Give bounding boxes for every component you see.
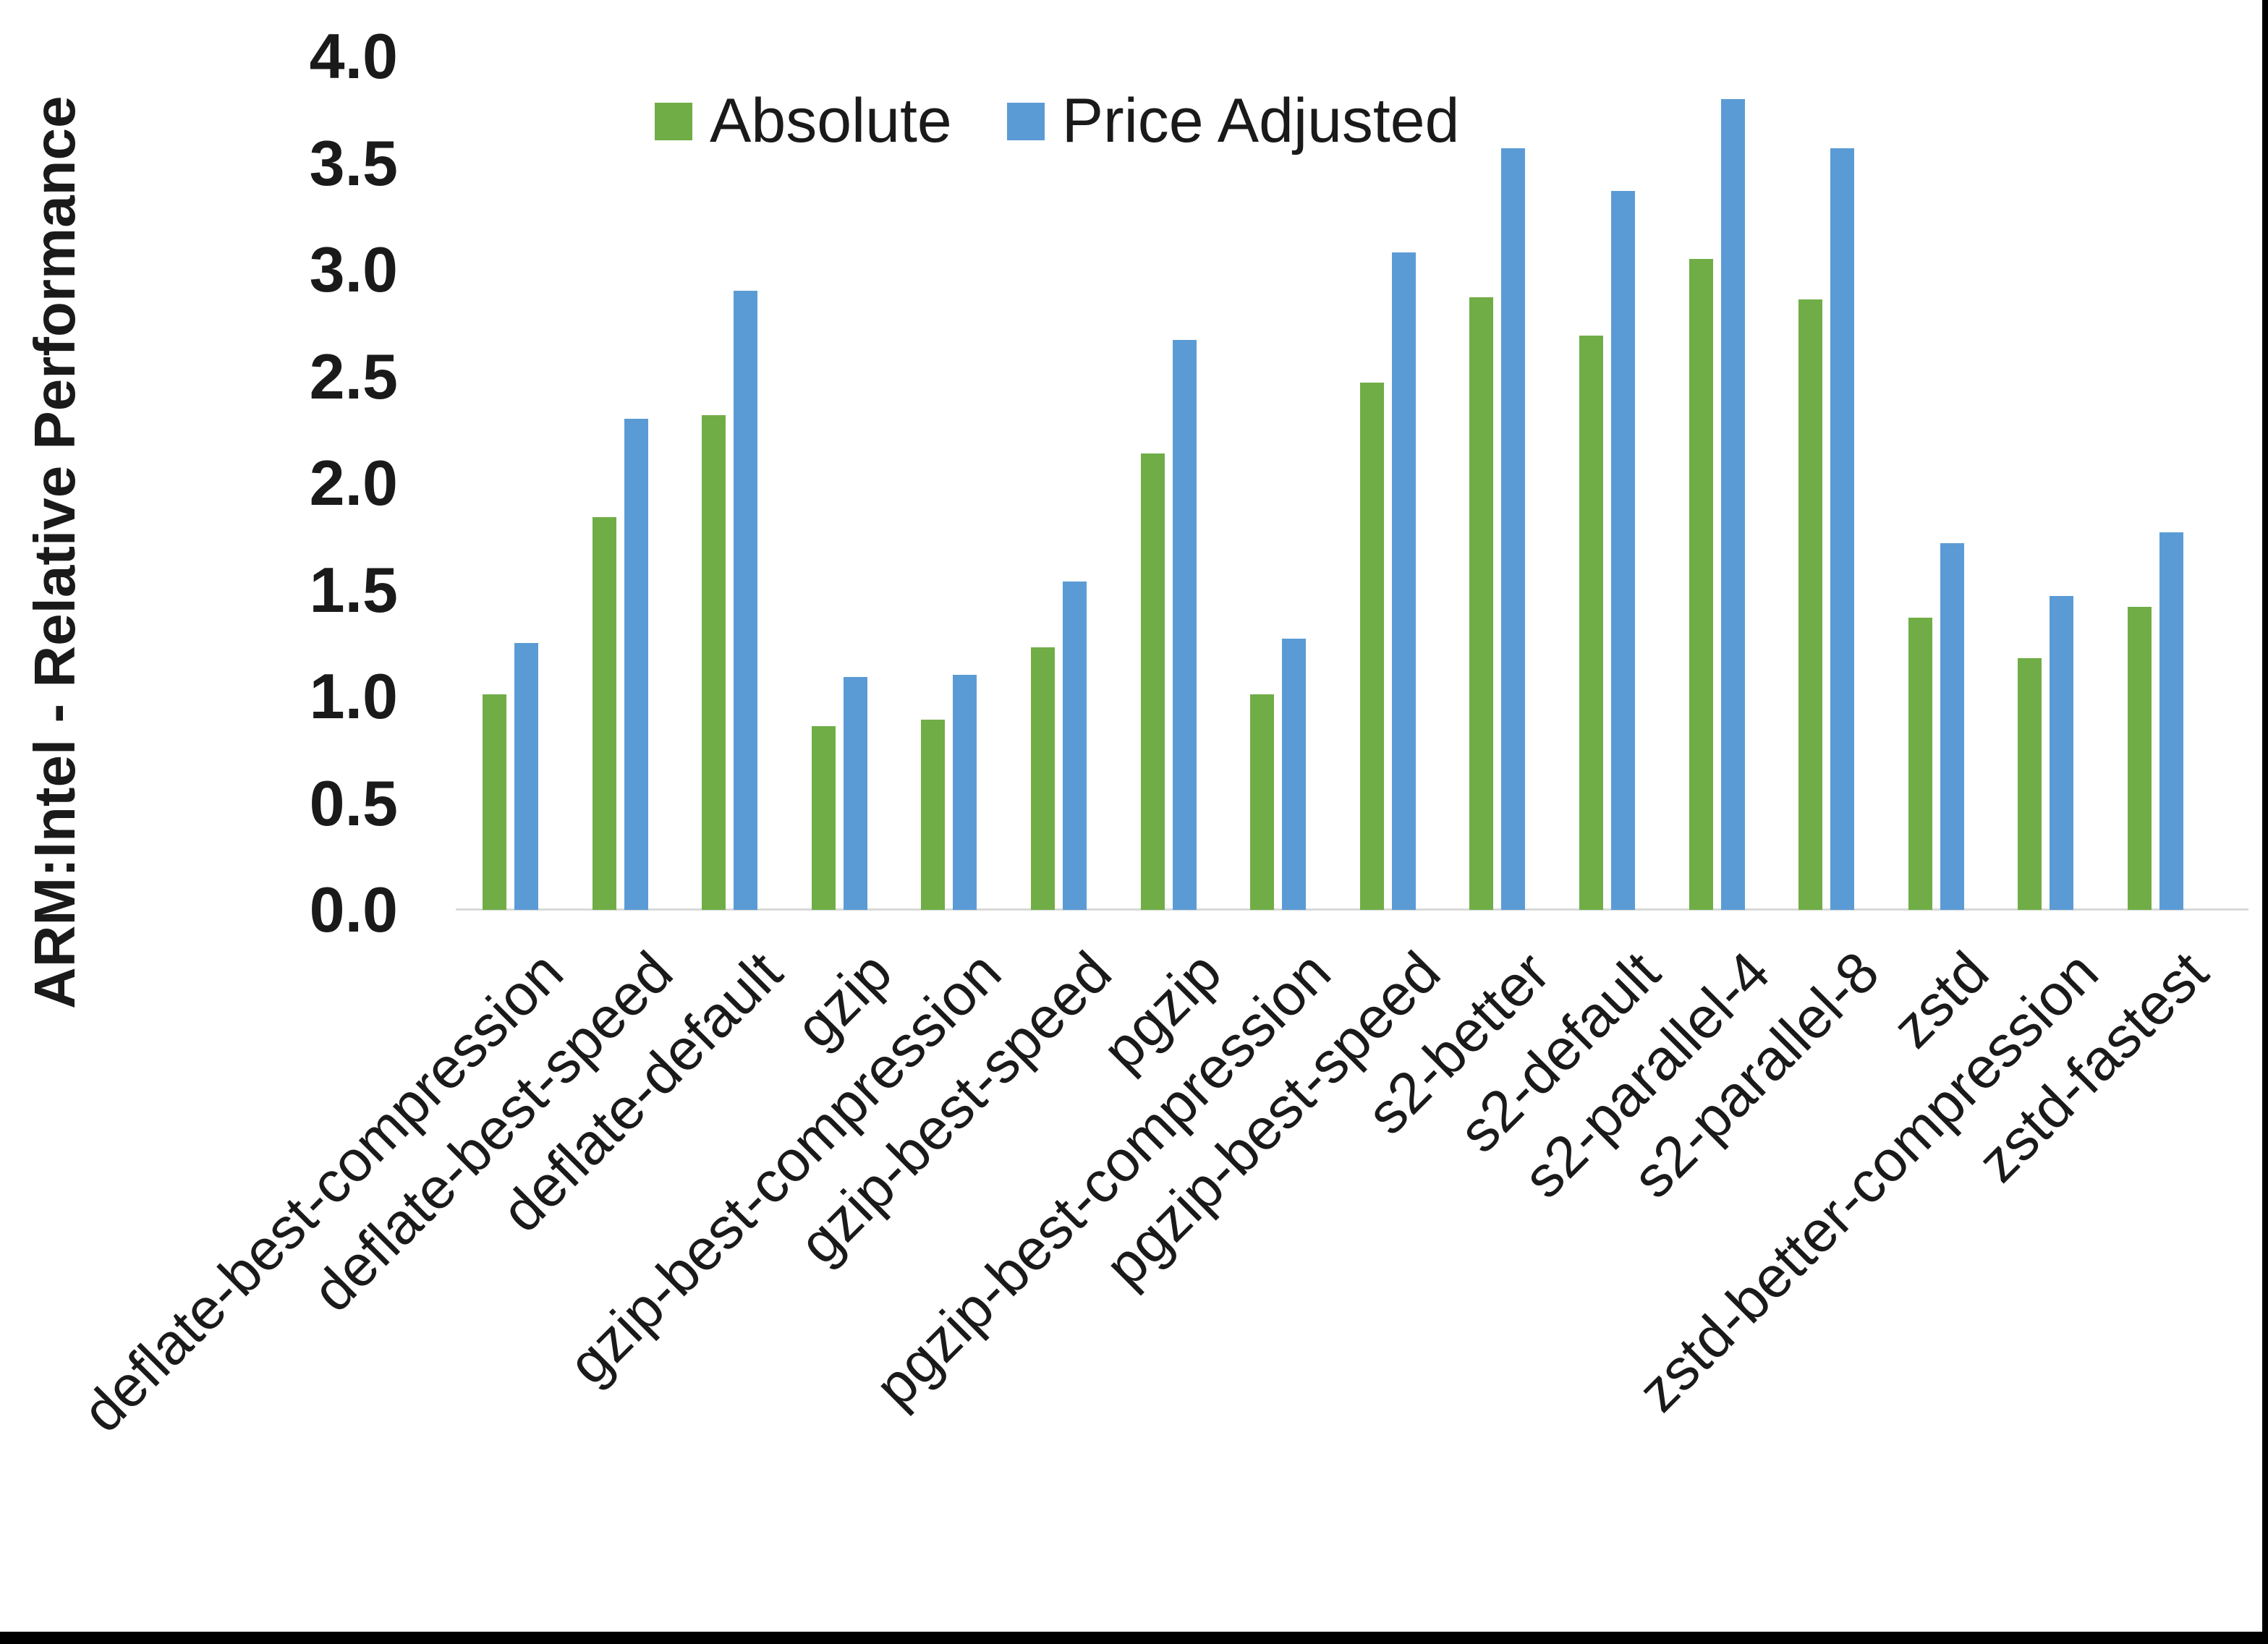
bar-absolute-pgzip-best-speed <box>1360 383 1384 910</box>
bar-price-adjusted-s2-parallel-4 <box>1721 99 1745 910</box>
bar-price-adjusted-s2-parallel-8 <box>1830 148 1854 910</box>
bar-price-adjusted-deflate-default <box>734 291 757 910</box>
bar-price-adjusted-zstd <box>1940 543 1964 910</box>
legend-swatch-absolute <box>655 102 692 140</box>
bar-price-adjusted-deflate-best-compression <box>514 643 538 910</box>
bar-absolute-pgzip <box>1141 453 1165 910</box>
y-tick-label-4.0: 4.0 <box>309 20 398 92</box>
y-axis-title: ARM:Intel - Relative Performance <box>22 95 87 1009</box>
bar-price-adjusted-s2-better <box>1501 148 1525 910</box>
y-tick-label-2.5: 2.5 <box>309 340 398 412</box>
y-tick-label-1.0: 1.0 <box>309 660 398 732</box>
bar-price-adjusted-deflate-best-speed <box>624 419 648 910</box>
legend-label-price-adjusted: Price Adjusted <box>1061 86 1460 156</box>
bar-price-adjusted-pgzip-best-speed <box>1392 252 1416 910</box>
bar-absolute-pgzip-best-compression <box>1250 694 1274 910</box>
bar-absolute-zstd <box>1908 618 1932 910</box>
bar-price-adjusted-pgzip-best-compression <box>1282 639 1306 910</box>
bar-absolute-zstd-better-compression <box>2018 658 2042 910</box>
bar-absolute-gzip <box>812 726 836 910</box>
legend-item-price-adjusted: Price Adjusted <box>1006 85 1460 157</box>
bar-absolute-zstd-fastest <box>2128 607 2152 910</box>
bar-price-adjusted-zstd-better-compression <box>2050 596 2073 910</box>
x-axis-line <box>456 908 2248 911</box>
legend: Absolute Price Adjusted <box>655 85 1459 157</box>
bar-absolute-s2-default <box>1579 336 1603 910</box>
bar-absolute-deflate-best-speed <box>593 517 616 910</box>
bar-absolute-s2-better <box>1469 297 1493 910</box>
bar-price-adjusted-gzip <box>844 677 867 910</box>
legend-item-absolute: Absolute <box>655 85 952 157</box>
bar-price-adjusted-gzip-best-speed <box>1063 582 1087 910</box>
bar-price-adjusted-pgzip <box>1173 340 1197 910</box>
legend-label-absolute: Absolute <box>710 86 952 156</box>
bar-absolute-gzip-best-speed <box>1031 647 1055 910</box>
y-tick-label-0.0: 0.0 <box>309 874 398 945</box>
bar-absolute-deflate-default <box>702 415 726 910</box>
y-tick-label-1.5: 1.5 <box>309 553 398 626</box>
y-tick-label-2.0: 2.0 <box>309 447 398 519</box>
bar-absolute-gzip-best-compression <box>921 720 945 910</box>
y-tick-label-0.5: 0.5 <box>309 767 398 839</box>
bar-price-adjusted-zstd-fastest <box>2159 532 2183 910</box>
y-tick-label-3.0: 3.0 <box>309 234 398 305</box>
legend-swatch-price-adjusted <box>1006 102 1045 140</box>
y-tick-label-3.5: 3.5 <box>309 127 398 199</box>
bar-absolute-deflate-best-compression <box>483 694 506 910</box>
bar-price-adjusted-s2-default <box>1611 191 1635 910</box>
bar-price-adjusted-gzip-best-compression <box>953 675 977 910</box>
bar-absolute-s2-parallel-4 <box>1689 259 1713 910</box>
bar-absolute-s2-parallel-8 <box>1798 299 1822 910</box>
